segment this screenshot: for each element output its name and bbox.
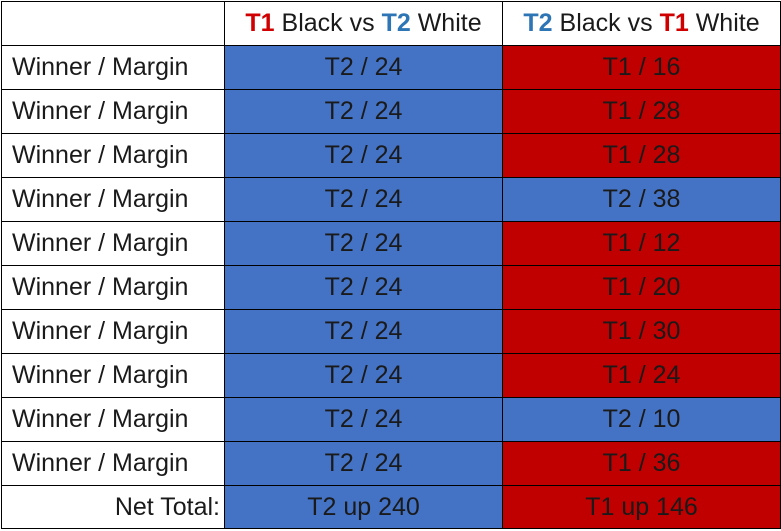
result-col2-cell[interactable]: T1 / 16 [502,45,781,90]
result-col1-cell[interactable]: T2 / 24 [224,133,503,178]
table-row: Winner / Margin T2 / 24 T2 / 10 [1,397,781,442]
result-col2-cell[interactable]: T2 / 10 [502,397,781,442]
result-col1-cell[interactable]: T2 / 24 [224,309,503,354]
total-col2-cell[interactable]: T1 up 146 [502,485,781,529]
result-col1-cell[interactable]: T2 / 24 [224,45,503,90]
table-row: Winner / Margin T2 / 24 T1 / 12 [1,221,781,266]
header-team-b: T1 [659,9,689,37]
table-row: Winner / Margin T2 / 24 T1 / 16 [1,45,781,90]
header-team-a: T1 [245,9,275,37]
result-col1-cell[interactable]: T2 / 24 [224,265,503,310]
total-col1-cell[interactable]: T2 up 240 [224,485,503,529]
result-col2-cell[interactable]: T1 / 28 [502,133,781,178]
result-col2-cell[interactable]: T1 / 36 [502,441,781,486]
table-row: Winner / Margin T2 / 24 T1 / 36 [1,441,781,486]
row-label-cell[interactable]: Winner / Margin [1,133,225,178]
result-col1-cell[interactable]: T2 / 24 [224,353,503,398]
row-label-cell[interactable]: Winner / Margin [1,221,225,266]
header-team-b: T2 [381,9,411,37]
result-col2-cell[interactable]: T1 / 30 [502,309,781,354]
result-col1-cell[interactable]: T2 / 24 [224,221,503,266]
row-label-cell[interactable]: Winner / Margin [1,89,225,134]
table-row: Winner / Margin T2 / 24 T1 / 30 [1,309,781,354]
result-col1-cell[interactable]: T2 / 24 [224,397,503,442]
result-col2-cell[interactable]: T1 / 28 [502,89,781,134]
header-row: T1 Black vs T2 White T2 Black vs T1 Whit… [1,1,781,46]
header-mid-text: Black vs [552,9,660,37]
row-label-cell[interactable]: Winner / Margin [1,397,225,442]
result-col2-cell[interactable]: T2 / 38 [502,177,781,222]
row-label-cell[interactable]: Winner / Margin [1,45,225,90]
header-cell-t1-black[interactable]: T1 Black vs T2 White [224,1,503,46]
result-col2-cell[interactable]: T1 / 24 [502,353,781,398]
header-end-text: White [688,9,760,37]
table-row: Winner / Margin T2 / 24 T2 / 38 [1,177,781,222]
row-label-cell[interactable]: Winner / Margin [1,265,225,310]
table-row: Winner / Margin T2 / 24 T1 / 28 [1,133,781,178]
result-col1-cell[interactable]: T2 / 24 [224,177,503,222]
result-col1-cell[interactable]: T2 / 24 [224,89,503,134]
result-col1-cell[interactable]: T2 / 24 [224,441,503,486]
row-label-cell[interactable]: Winner / Margin [1,441,225,486]
table-row: Winner / Margin T2 / 24 T1 / 28 [1,89,781,134]
result-col2-cell[interactable]: T1 / 12 [502,221,781,266]
header-mid-text: Black vs [274,9,382,37]
table-row: Winner / Margin T2 / 24 T1 / 24 [1,353,781,398]
result-col2-cell[interactable]: T1 / 20 [502,265,781,310]
header-team-a: T2 [523,9,553,37]
row-label-cell[interactable]: Winner / Margin [1,309,225,354]
header-end-text: White [410,9,482,37]
header-cell-t2-black[interactable]: T2 Black vs T1 White [502,1,781,46]
table-row: Winner / Margin T2 / 24 T1 / 20 [1,265,781,310]
row-label-cell[interactable]: Winner / Margin [1,353,225,398]
total-row: Net Total: T2 up 240 T1 up 146 [1,485,781,529]
row-label-cell[interactable]: Winner / Margin [1,177,225,222]
total-label-cell[interactable]: Net Total: [1,485,225,529]
header-corner-cell[interactable] [1,1,225,46]
